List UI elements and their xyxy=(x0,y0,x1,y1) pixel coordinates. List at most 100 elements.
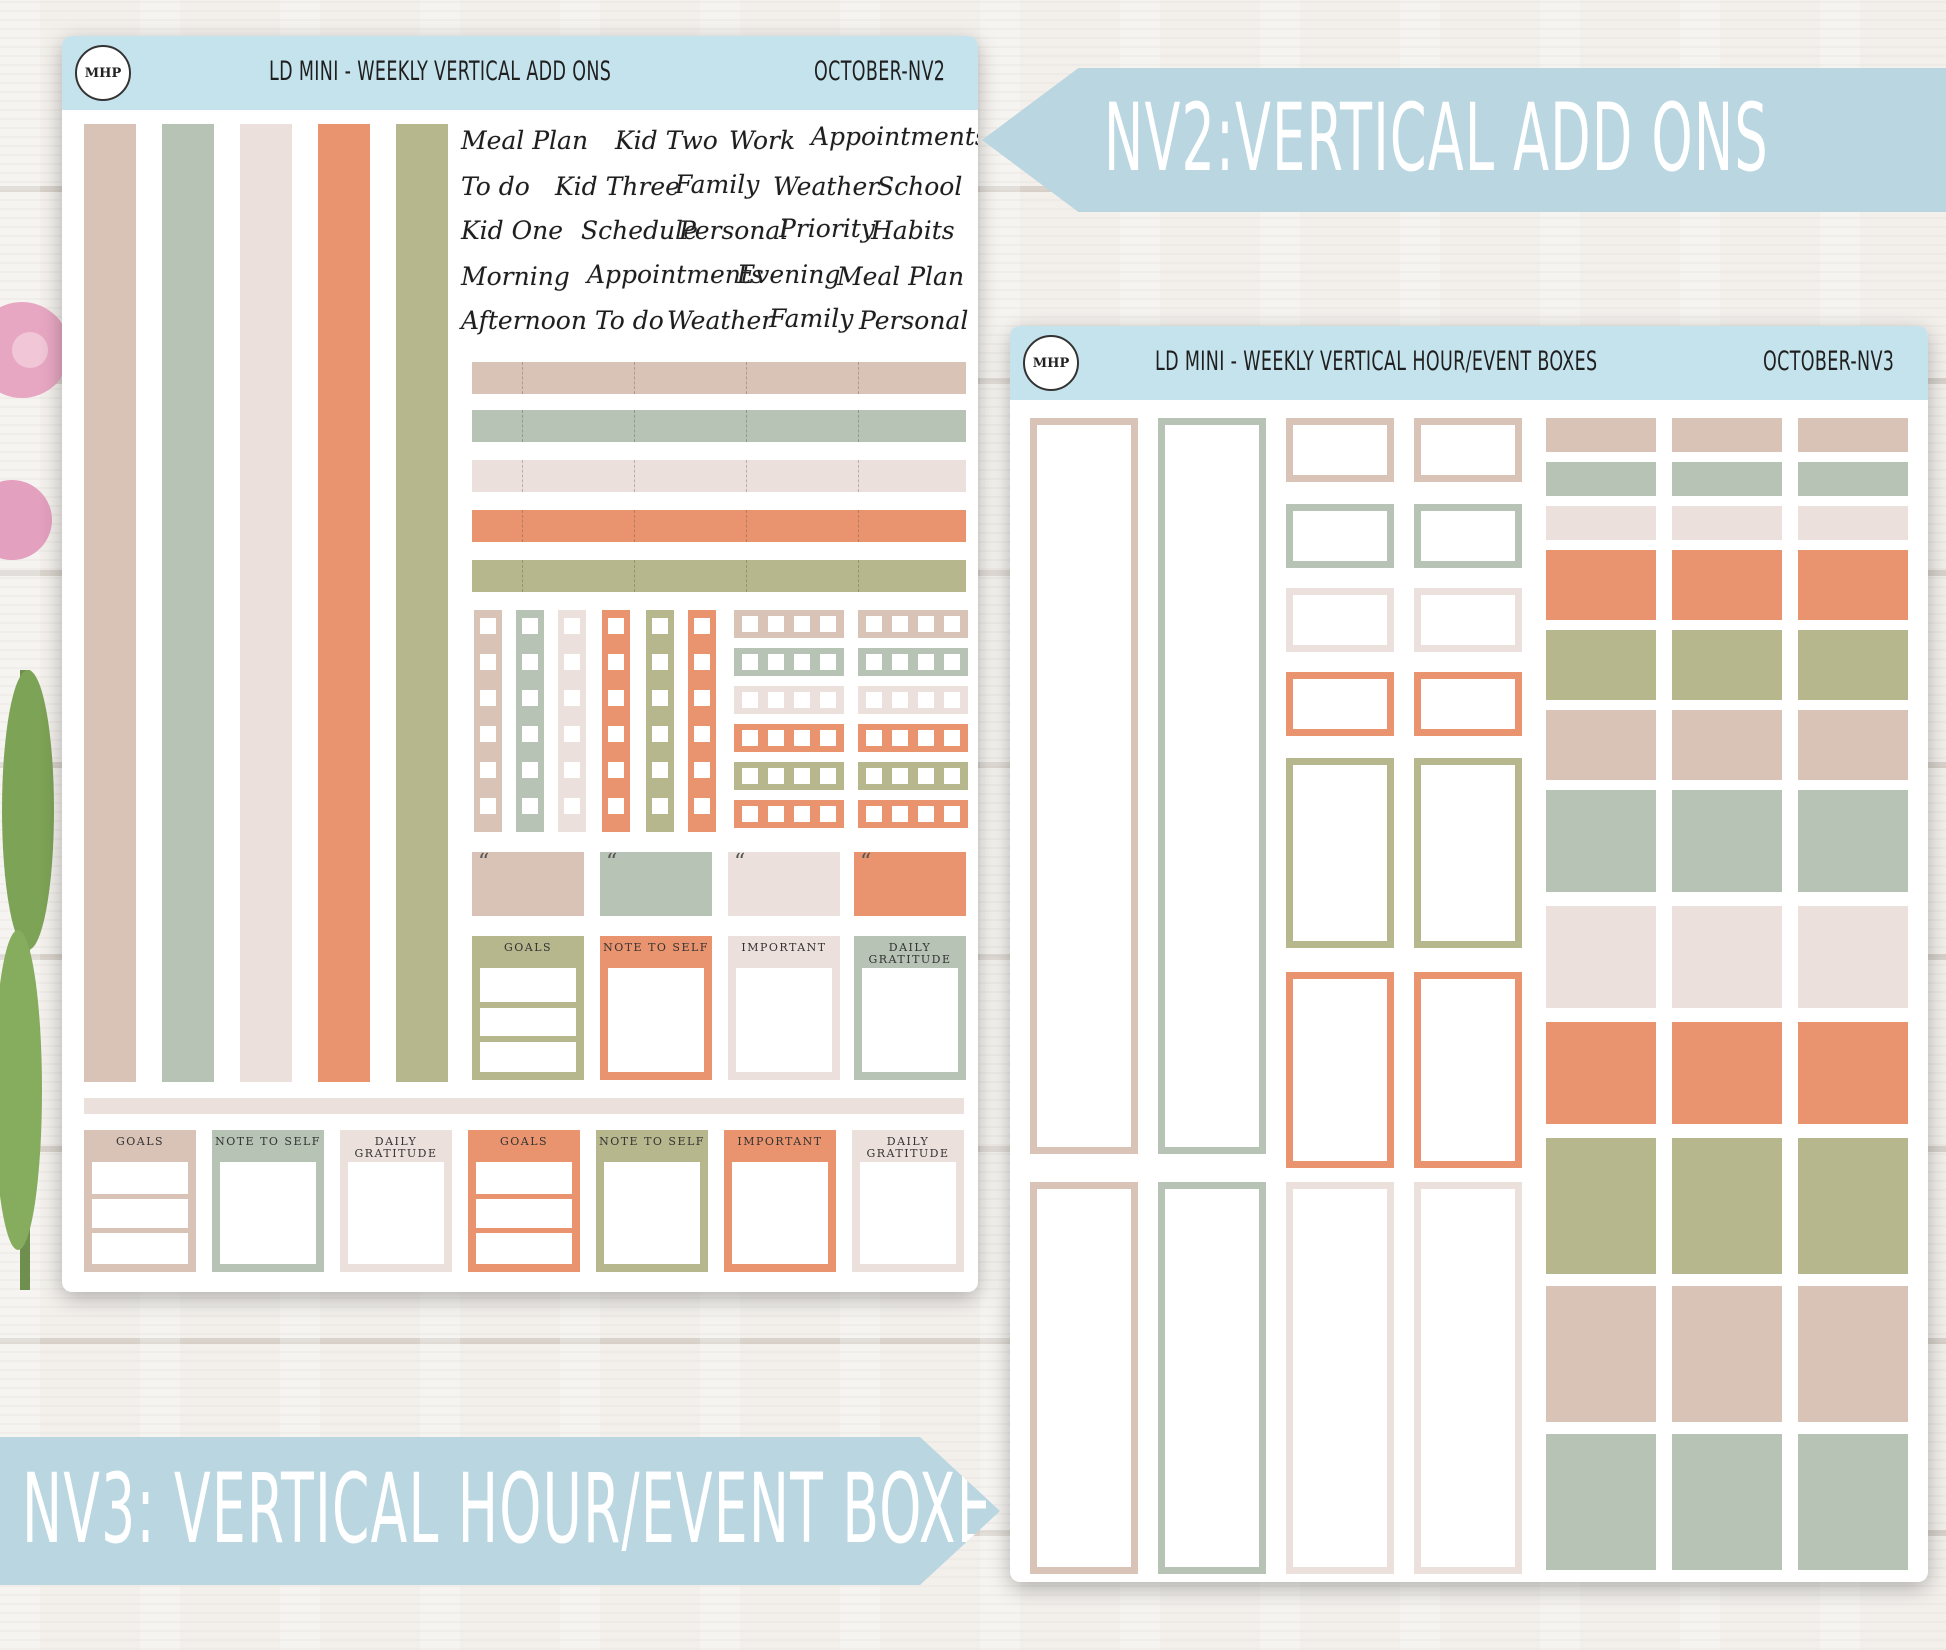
label-box-title: NOTE TO SELF xyxy=(599,1135,705,1148)
label-box-body xyxy=(92,1162,188,1264)
checkbox xyxy=(866,730,882,746)
checkbox xyxy=(480,654,496,670)
label-box-line xyxy=(476,1228,572,1233)
banner-nv2: NV2:VERTICAL ADD ONS xyxy=(982,68,1946,212)
checkbox-strip xyxy=(858,648,968,676)
event-box xyxy=(1414,672,1522,736)
checkbox xyxy=(866,616,882,632)
color-block xyxy=(1546,906,1656,1008)
checkbox-strip xyxy=(734,686,844,714)
checkbox-strip xyxy=(688,610,716,832)
perforation xyxy=(858,362,859,394)
checkbox xyxy=(944,692,960,708)
label-box-title: IMPORTANT xyxy=(737,1135,823,1148)
washi-bar xyxy=(472,410,966,442)
checkbox xyxy=(480,762,496,778)
sticker-sheet-nv3: MHP LD MINI - WEEKLY VERTICAL HOUR/EVENT… xyxy=(1010,326,1928,1582)
label-box: IMPORTANT xyxy=(728,936,840,1080)
checkbox xyxy=(820,654,836,670)
event-box xyxy=(1286,758,1394,948)
checkbox xyxy=(794,654,810,670)
label-box-title: GOALS xyxy=(503,941,553,954)
word-sticker: Family xyxy=(675,170,760,199)
color-block xyxy=(1798,790,1908,892)
checkbox xyxy=(564,726,580,742)
label-box-body xyxy=(348,1162,444,1264)
checkbox xyxy=(866,768,882,784)
checkbox xyxy=(564,618,580,634)
checkbox xyxy=(694,618,710,634)
color-block xyxy=(1798,462,1908,496)
color-block xyxy=(1798,1138,1908,1274)
label-box-title: GOALS xyxy=(115,1135,165,1148)
color-block xyxy=(1546,1434,1656,1570)
checkbox xyxy=(918,654,934,670)
sheet-title: LD MINI - WEEKLY VERTICAL HOUR/EVENT BOX… xyxy=(1155,346,1598,377)
event-box xyxy=(1286,972,1394,1168)
color-block xyxy=(1672,1022,1782,1124)
checkbox xyxy=(652,726,668,742)
perforation xyxy=(746,410,747,442)
checkbox xyxy=(820,692,836,708)
event-box xyxy=(1030,1182,1138,1574)
quote-mark-icon: “ xyxy=(860,850,872,875)
label-box: DAILY GRATITUDE xyxy=(852,1130,964,1272)
word-sticker: To do xyxy=(595,306,664,335)
word-sticker: School xyxy=(877,172,963,201)
event-box xyxy=(1030,418,1138,1154)
checkbox xyxy=(694,798,710,814)
word-sticker: Evening xyxy=(737,260,841,289)
checkbox xyxy=(694,654,710,670)
checkbox xyxy=(820,806,836,822)
color-block xyxy=(1672,462,1782,496)
checkbox xyxy=(768,692,784,708)
checkbox xyxy=(608,726,624,742)
checkbox xyxy=(480,618,496,634)
color-block xyxy=(1546,630,1656,700)
washi-bar xyxy=(472,510,966,542)
label-box-body xyxy=(480,968,576,1072)
word-sticker: Personal xyxy=(859,306,969,335)
quote-mark-icon: “ xyxy=(734,850,746,875)
quote-box: “ xyxy=(472,852,584,916)
label-box: NOTE TO SELF xyxy=(212,1130,324,1272)
word-sticker: Schedule xyxy=(581,216,698,245)
label-box-title: IMPORTANT xyxy=(741,941,827,954)
color-block xyxy=(1798,710,1908,780)
checkbox-strip xyxy=(858,762,968,790)
checkbox xyxy=(794,806,810,822)
color-block xyxy=(1546,550,1656,620)
word-sticker: Appointments xyxy=(811,122,978,151)
checkbox-strip xyxy=(858,724,968,752)
washi-strip xyxy=(318,124,370,1082)
checkbox xyxy=(652,762,668,778)
event-box xyxy=(1286,1182,1394,1574)
checkbox xyxy=(918,768,934,784)
checkbox xyxy=(944,768,960,784)
checkbox xyxy=(768,768,784,784)
word-sticker: Kid Two xyxy=(615,126,718,155)
label-box-line xyxy=(476,1194,572,1199)
perforation xyxy=(522,460,523,492)
checkbox-strip xyxy=(516,610,544,832)
checkbox xyxy=(768,616,784,632)
checkbox xyxy=(480,726,496,742)
quote-box: “ xyxy=(854,852,966,916)
checkbox xyxy=(564,762,580,778)
checkbox xyxy=(918,692,934,708)
checkbox xyxy=(892,616,908,632)
sheet-code: OCTOBER-NV2 xyxy=(814,56,946,87)
checkbox xyxy=(522,798,538,814)
logo: MHP xyxy=(1023,335,1079,391)
color-block xyxy=(1672,506,1782,540)
label-box-body xyxy=(608,968,704,1072)
checkbox xyxy=(564,654,580,670)
label-box-title: DAILY GRATITUDE xyxy=(354,1135,438,1160)
event-box xyxy=(1286,588,1394,652)
sheet-header: MHP LD MINI - WEEKLY VERTICAL HOUR/EVENT… xyxy=(1010,326,1928,400)
sheet-title: LD MINI - WEEKLY VERTICAL ADD ONS xyxy=(269,56,612,87)
checkbox xyxy=(742,730,758,746)
label-box-line xyxy=(92,1228,188,1233)
label-box-body xyxy=(860,1162,956,1264)
color-block xyxy=(1546,1286,1656,1422)
